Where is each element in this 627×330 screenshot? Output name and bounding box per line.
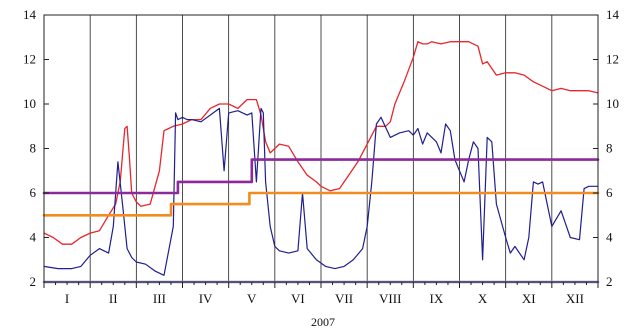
y-axis-left: 2 4 6 8 10 12 14 [23,7,37,289]
series-line-4 [42,191,600,217]
y-tick-label: 4 [30,230,37,245]
x-axis-months: I II III IV V VI VII VIII IX X XI XII [65,291,584,306]
month-label: XII [566,291,584,306]
series-line-1 [43,41,599,245]
month-label: I [65,291,69,306]
y-tick-label-right: 6 [606,185,613,200]
grid [89,15,553,282]
month-label: V [247,291,257,306]
month-label: IV [199,291,213,306]
month-label: VII [335,291,353,306]
series-line-2 [43,107,599,276]
y-tick-label-right: 10 [606,96,619,111]
month-label: X [478,291,488,306]
x-axis-title: 2007 [311,315,335,329]
y-tick-label: 14 [23,7,37,22]
month-label: VI [291,291,305,306]
month-label: II [109,291,118,306]
month-label: III [153,291,166,306]
y-tick-label: 2 [30,274,37,289]
series-line-3 [42,158,600,195]
y-tick-label-right: 2 [606,274,613,289]
y-tick-label-right: 4 [606,230,613,245]
y-tick-label-right: 14 [606,7,620,22]
month-label: XI [522,291,536,306]
y-tick-label-right: 12 [606,52,619,67]
month-label: VIII [379,291,401,306]
y-tick-label: 10 [23,96,36,111]
axis-ticks [43,14,599,288]
y-tick-label: 8 [30,141,37,156]
y-axis-right: 2 4 6 8 10 12 14 [606,7,620,289]
y-tick-label: 6 [30,185,37,200]
y-tick-label-right: 8 [606,141,613,156]
y-tick-label: 12 [23,52,36,67]
month-label: IX [430,291,444,306]
